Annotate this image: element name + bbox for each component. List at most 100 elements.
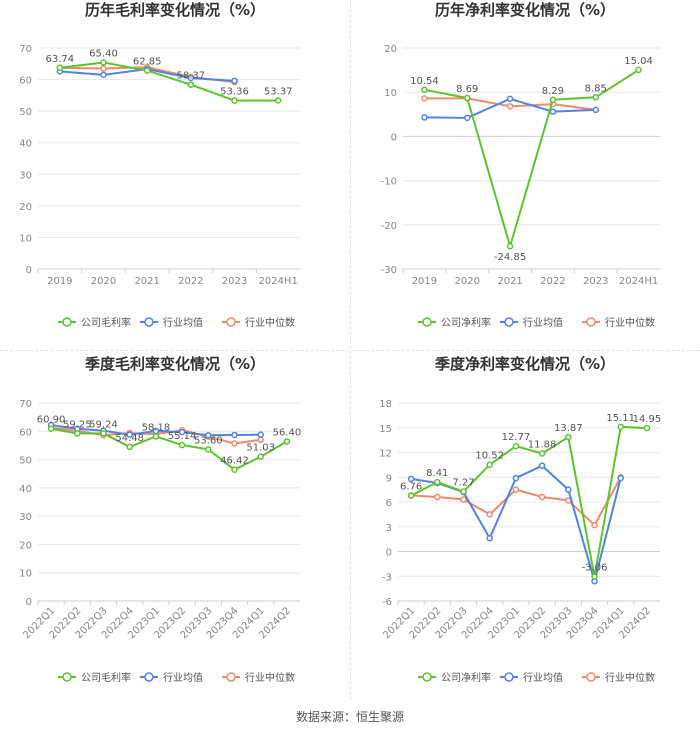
x-tick-label: 2023: [583, 276, 608, 287]
y-tick-label: 60: [19, 76, 32, 87]
data-label: 58.18: [142, 422, 171, 433]
chart-title: 季度毛利率变化情况（%）: [85, 355, 265, 373]
y-tick-label: 60: [19, 427, 32, 438]
data-point-company: [506, 242, 514, 250]
data-label: 8.69: [456, 84, 478, 95]
data-point-company: [126, 443, 133, 451]
data-label: 7.27: [452, 478, 474, 489]
y-tick-label: 20: [384, 44, 397, 55]
data-point-industry_median: [486, 511, 493, 518]
data-label: 54.48: [115, 433, 144, 444]
data-point-industry_avg: [178, 428, 186, 436]
y-tick-label: 70: [19, 399, 32, 410]
data-label: 8.85: [585, 83, 607, 94]
y-tick-label: 10: [19, 233, 32, 244]
data-point-industry_avg: [421, 114, 428, 121]
data-point-industry_avg: [231, 77, 238, 85]
series-line-company: [59, 61, 279, 102]
data-point-industry_avg: [257, 431, 264, 438]
x-tick-label: 2023: [222, 276, 247, 287]
data-point-company: [565, 433, 572, 441]
data-label: 59.25: [63, 419, 92, 430]
data-point-company: [152, 433, 160, 440]
data-label: 10.52: [475, 451, 504, 462]
data-label: 15.04: [624, 56, 653, 67]
data-point-company: [643, 424, 651, 432]
y-tick-label: -30: [381, 265, 397, 276]
x-tick-label: 2024H1: [619, 276, 658, 287]
data-source: 数据来源：恒生聚源: [295, 710, 404, 724]
chart-title: 历年净利率变化情况（%）: [435, 1, 615, 19]
legend-label-industry_avg: 行业均值: [163, 316, 203, 329]
y-tick-label: 12: [379, 449, 392, 460]
data-label: 46.42: [220, 456, 249, 467]
data-point-company: [100, 59, 107, 66]
data-point-industry_median: [434, 493, 441, 501]
data-point-industry_median: [231, 440, 238, 447]
data-point-company: [283, 438, 291, 445]
y-tick-label: 0: [386, 548, 392, 559]
legend-marker-industry_median: [226, 317, 236, 327]
legend-label-industry_median: 行业中位数: [245, 671, 295, 684]
data-point-industry_avg: [512, 474, 520, 482]
y-tick-label: 50: [19, 456, 32, 467]
y-tick-label: -10: [381, 177, 397, 188]
data-point-company: [538, 450, 546, 457]
y-tick-label: 15: [379, 424, 392, 435]
data-point-industry_median: [512, 486, 520, 493]
data-label: 6.76: [400, 482, 422, 493]
x-tick-label: 2020: [91, 276, 116, 287]
y-tick-label: 40: [19, 139, 32, 150]
legend-marker-company: [422, 317, 432, 327]
data-point-industry_avg: [126, 431, 133, 438]
data-point-company: [421, 86, 428, 94]
data-point-company: [592, 94, 599, 101]
data-point-industry_avg: [486, 535, 493, 542]
y-tick-label: 30: [19, 512, 32, 523]
y-tick-label: 40: [19, 484, 32, 495]
legend-marker-industry_avg: [144, 317, 154, 327]
series-line-company: [424, 69, 640, 248]
x-tick-label: 2019: [47, 276, 72, 287]
data-point-company: [47, 425, 55, 432]
legend-marker-company: [62, 317, 72, 327]
y-tick-label: 6: [386, 498, 392, 509]
data-label: 12.77: [502, 432, 531, 443]
data-point-industry_median: [257, 436, 264, 444]
data-point-company: [100, 430, 107, 437]
data-point-company: [407, 492, 415, 499]
data-point-company: [56, 64, 64, 72]
data-point-industry_median: [591, 521, 598, 529]
data-point-company: [460, 488, 467, 495]
data-label: 8.41: [426, 468, 448, 479]
data-point-industry_avg: [549, 108, 557, 115]
data-point-company: [549, 96, 557, 104]
y-tick-label: 9: [386, 473, 392, 484]
data-point-industry_avg: [205, 431, 212, 439]
data-point-company: [512, 442, 520, 450]
data-label: 15.11: [606, 413, 635, 424]
data-point-company: [143, 67, 151, 74]
data-label: -24.85: [494, 252, 526, 263]
data-label: 14.95: [633, 414, 662, 425]
data-label: -3.06: [582, 563, 608, 574]
legend-label-industry_median: 行业中位数: [245, 316, 295, 329]
legend-label-industry_median: 行业中位数: [605, 316, 655, 329]
data-label: 59.24: [89, 419, 118, 430]
legend-marker-company: [62, 672, 72, 682]
y-tick-label: 30: [19, 170, 32, 181]
y-tick-label: 20: [19, 540, 32, 551]
y-tick-label: 3: [386, 523, 392, 534]
data-point-industry_median: [538, 493, 546, 501]
y-tick-label: 20: [19, 202, 32, 213]
data-point-industry_median: [100, 65, 107, 72]
y-tick-label: -6: [382, 597, 392, 608]
legend-label-industry_median: 行业中位数: [605, 671, 655, 684]
data-point-industry_avg: [506, 95, 514, 103]
data-label: 60.90: [37, 415, 66, 426]
data-point-industry_avg: [592, 106, 599, 114]
y-tick-label: 18: [379, 399, 392, 410]
x-tick-label: 2022: [540, 276, 565, 287]
data-label: 11.88: [528, 439, 557, 450]
